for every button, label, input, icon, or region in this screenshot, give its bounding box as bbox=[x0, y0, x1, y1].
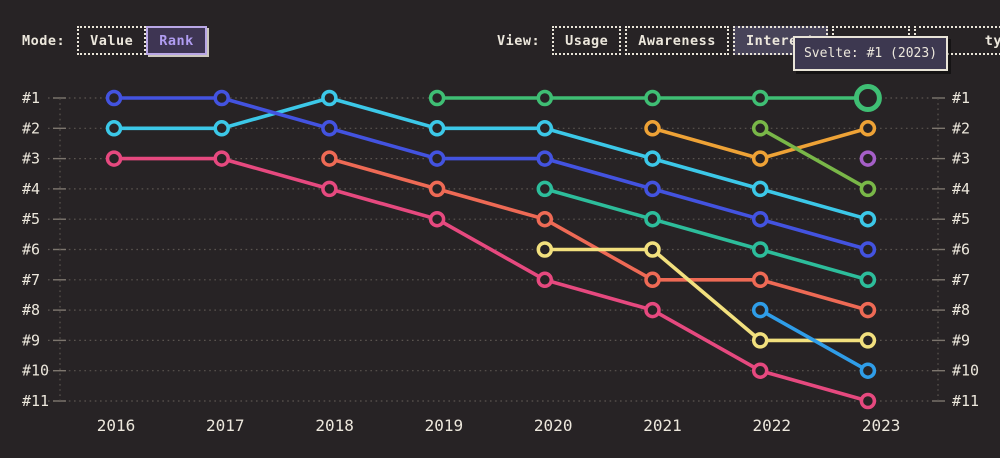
view-toolbar: View: Usage Awareness Interest ty bbox=[497, 26, 1000, 55]
data-point-Svelte-2020[interactable] bbox=[536, 89, 554, 107]
data-point-sky-2022[interactable] bbox=[751, 301, 769, 319]
rank-label-left: #7 bbox=[22, 271, 40, 289]
data-point-cyan-2016[interactable] bbox=[105, 120, 123, 137]
data-point-olive-2023[interactable] bbox=[859, 180, 877, 198]
data-point-Svelte-2022[interactable] bbox=[751, 89, 769, 107]
data-point-cyan-2022[interactable] bbox=[751, 180, 769, 198]
rank-label-left: #11 bbox=[22, 392, 49, 410]
data-point-salmon-2019[interactable] bbox=[428, 180, 446, 198]
data-point-salmon-2023[interactable] bbox=[859, 301, 877, 319]
year-label: 2022 bbox=[753, 416, 792, 435]
rank-label-right: #4 bbox=[952, 180, 970, 198]
rank-label-right: #3 bbox=[952, 150, 970, 168]
data-point-pink-2018[interactable] bbox=[321, 180, 338, 198]
rank-label-left: #1 bbox=[22, 89, 40, 107]
rank-label-left: #6 bbox=[22, 241, 40, 259]
data-point-blue-2020[interactable] bbox=[536, 150, 554, 167]
rank-label-right: #5 bbox=[952, 210, 970, 228]
series-line-pink bbox=[112, 156, 870, 403]
data-point-orange-2023[interactable] bbox=[859, 120, 877, 137]
data-point-salmon-2021[interactable] bbox=[644, 271, 661, 289]
data-point-yellow-2023[interactable] bbox=[859, 332, 877, 349]
mode-button-value[interactable]: Value bbox=[77, 26, 147, 55]
data-point-orange-2021[interactable] bbox=[644, 120, 661, 137]
year-label: 2021 bbox=[643, 416, 682, 435]
data-point-cyan-2019[interactable] bbox=[428, 120, 446, 137]
year-label: 2017 bbox=[206, 416, 245, 435]
hover-tooltip: Svelte: #1 (2023) bbox=[793, 36, 948, 71]
rank-label-right: #9 bbox=[952, 331, 970, 349]
data-point-salmon-2022[interactable] bbox=[751, 271, 769, 289]
data-point-cyan-2023[interactable] bbox=[859, 210, 877, 228]
year-label: 2020 bbox=[534, 416, 573, 435]
data-point-teal-2021[interactable] bbox=[644, 210, 661, 228]
rank-label-right: #11 bbox=[952, 392, 979, 410]
mode-label: Mode: bbox=[22, 32, 66, 49]
rank-label-right: #2 bbox=[952, 119, 970, 137]
series-line-cyan bbox=[112, 96, 870, 221]
data-point-yellow-2021[interactable] bbox=[644, 241, 661, 258]
data-point-cyan-2020[interactable] bbox=[536, 120, 554, 137]
series-line-salmon bbox=[327, 156, 870, 312]
data-point-blue-2017[interactable] bbox=[213, 89, 230, 107]
data-point-pink-2023[interactable] bbox=[859, 392, 877, 410]
rank-label-left: #4 bbox=[22, 180, 40, 198]
mode-button-rank[interactable]: Rank bbox=[146, 26, 207, 55]
year-label: 2018 bbox=[315, 416, 354, 435]
rank-label-left: #2 bbox=[22, 119, 40, 137]
series-line-blue bbox=[112, 96, 870, 252]
rank-label-left: #3 bbox=[22, 150, 40, 168]
rank-label-right: #1 bbox=[952, 89, 970, 107]
data-point-blue-2023[interactable] bbox=[859, 241, 877, 258]
data-point-teal-2023[interactable] bbox=[859, 271, 877, 289]
data-point-pink-2022[interactable] bbox=[751, 362, 769, 379]
data-point-pink-2017[interactable] bbox=[213, 150, 230, 167]
rank-label-left: #9 bbox=[22, 331, 40, 349]
data-point-Svelte-2019[interactable] bbox=[428, 89, 446, 107]
data-point-salmon-2020[interactable] bbox=[536, 210, 554, 228]
data-point-pink-2016[interactable] bbox=[105, 150, 123, 167]
year-label: 2019 bbox=[425, 416, 464, 435]
rank-label-right: #10 bbox=[952, 362, 979, 380]
data-point-sky-2023[interactable] bbox=[859, 362, 877, 379]
data-point-teal-2022[interactable] bbox=[751, 241, 769, 258]
data-point-blue-2016[interactable] bbox=[105, 89, 123, 107]
data-point-olive-2022[interactable] bbox=[751, 120, 769, 137]
data-point-purple-2023[interactable] bbox=[859, 150, 877, 167]
data-point-pink-2019[interactable] bbox=[428, 210, 446, 228]
series-line-sky bbox=[758, 308, 870, 373]
data-point-teal-2020[interactable] bbox=[536, 180, 554, 198]
rank-label-right: #8 bbox=[952, 301, 970, 319]
mode-toolbar: Mode: Value Rank bbox=[22, 26, 207, 55]
data-point-cyan-2017[interactable] bbox=[213, 120, 230, 137]
year-label: 2023 bbox=[862, 416, 901, 435]
data-point-pink-2020[interactable] bbox=[536, 271, 554, 289]
view-label: View: bbox=[497, 32, 541, 49]
data-point-yellow-2020[interactable] bbox=[536, 241, 554, 258]
data-point-blue-2021[interactable] bbox=[644, 180, 661, 198]
rank-label-left: #5 bbox=[22, 210, 40, 228]
view-button-awareness[interactable]: Awareness bbox=[625, 26, 729, 55]
data-point-cyan-2021[interactable] bbox=[644, 150, 661, 167]
year-label: 2016 bbox=[97, 416, 136, 435]
highlighted-point-Svelte-2023[interactable] bbox=[853, 84, 882, 112]
series-line-olive bbox=[758, 126, 870, 191]
data-point-blue-2019[interactable] bbox=[428, 150, 446, 167]
series-line-teal bbox=[542, 187, 870, 282]
data-point-cyan-2018[interactable] bbox=[321, 89, 338, 107]
rank-label-left: #10 bbox=[22, 362, 49, 380]
data-point-pink-2021[interactable] bbox=[644, 301, 661, 319]
data-point-blue-2018[interactable] bbox=[321, 120, 338, 137]
data-point-salmon-2018[interactable] bbox=[321, 150, 338, 167]
rank-label-right: #7 bbox=[952, 271, 970, 289]
rank-label-left: #8 bbox=[22, 301, 40, 319]
data-point-blue-2022[interactable] bbox=[751, 210, 769, 228]
data-point-Svelte-2021[interactable] bbox=[644, 89, 661, 107]
view-button-usage[interactable]: Usage bbox=[552, 26, 622, 55]
data-point-orange-2022[interactable] bbox=[751, 150, 769, 167]
data-point-yellow-2022[interactable] bbox=[751, 332, 769, 349]
rank-label-right: #6 bbox=[952, 241, 970, 259]
